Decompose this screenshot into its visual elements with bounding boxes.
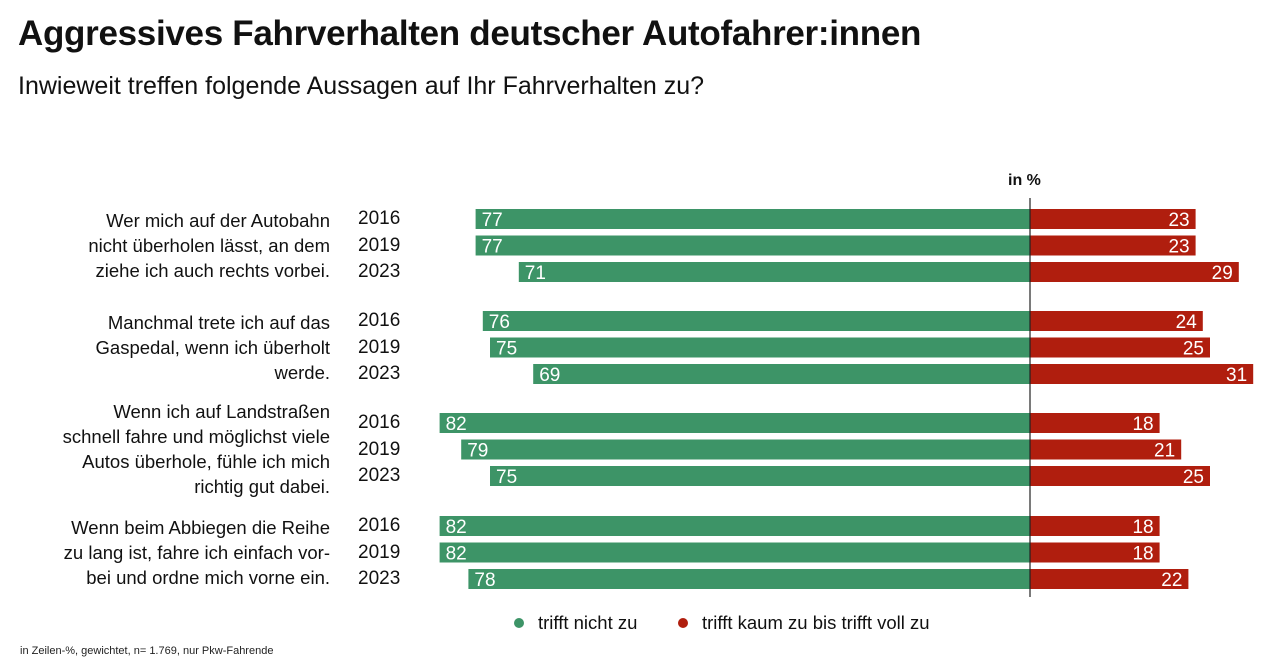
value-label-trifft-zu: 25 bbox=[1183, 339, 1204, 360]
legend-dot-positive bbox=[678, 618, 688, 628]
chart-subtitle: Inwieweit treffen folgende Aussagen auf … bbox=[18, 72, 705, 100]
year-label: 2023 bbox=[358, 261, 401, 282]
value-label-trifft-nicht-zu: 76 bbox=[489, 312, 510, 333]
value-label-trifft-zu: 23 bbox=[1168, 210, 1189, 231]
legend-item-negative: trifft nicht zu bbox=[514, 612, 637, 634]
year-label: 2023 bbox=[358, 363, 401, 384]
legend-dot-negative bbox=[514, 618, 524, 628]
bar-trifft-nicht-zu bbox=[461, 439, 1030, 460]
statement-label: Manchmal trete ich auf das Gaspedal, wenn… bbox=[20, 310, 330, 385]
year-label: 2023 bbox=[358, 465, 401, 486]
unit-label: in % bbox=[1008, 172, 1041, 189]
statement-line: Manchmal trete ich auf das bbox=[107, 311, 330, 333]
legend-item-positive: trifft kaum zu bis trifft voll zu bbox=[678, 612, 930, 634]
statement-label: Wer mich auf der Autobahn nicht überholen… bbox=[20, 208, 330, 283]
year-label: 2023 bbox=[358, 568, 401, 589]
value-label-trifft-nicht-zu: 77 bbox=[482, 237, 503, 258]
value-label-trifft-nicht-zu: 82 bbox=[446, 414, 467, 435]
statement-line: richtig gut dabei. bbox=[194, 476, 330, 497]
statement-line: zu lang ist, fahre ich einfach vor- bbox=[63, 541, 330, 563]
value-label-trifft-zu: 21 bbox=[1154, 441, 1175, 462]
bar-trifft-nicht-zu bbox=[490, 466, 1030, 486]
bar-trifft-zu bbox=[1030, 569, 1189, 589]
bar-trifft-zu bbox=[1030, 542, 1160, 563]
bar-trifft-nicht-zu bbox=[518, 262, 1030, 282]
value-label-trifft-nicht-zu: 75 bbox=[496, 467, 517, 488]
value-label-trifft-nicht-zu: 71 bbox=[525, 263, 546, 284]
statement-line: Gaspedal, wenn ich überholt bbox=[95, 336, 330, 358]
statement-line: Wer mich auf der Autobahn bbox=[106, 209, 330, 231]
bar-trifft-nicht-zu bbox=[490, 337, 1030, 358]
statement-line: nicht überholen lässt, an dem bbox=[88, 234, 330, 256]
year-label: 2019 bbox=[358, 336, 401, 358]
bar-trifft-nicht-zu bbox=[439, 516, 1031, 536]
value-label-trifft-nicht-zu: 77 bbox=[482, 210, 503, 231]
statement-line: ziehe ich auch rechts vorbei. bbox=[95, 259, 330, 281]
value-label-trifft-nicht-zu: 79 bbox=[467, 441, 488, 462]
value-label-trifft-zu: 31 bbox=[1226, 365, 1247, 386]
statement-line: schnell fahre und möglichst viele bbox=[62, 426, 330, 447]
statement-label: Wenn ich auf Landstraßen schnell fahre un… bbox=[20, 399, 330, 499]
statement-label: Wenn beim Abbiegen die Reihe zu lang ist,… bbox=[20, 515, 330, 590]
bar-trifft-nicht-zu bbox=[533, 364, 1030, 384]
bar-trifft-zu bbox=[1030, 364, 1254, 384]
value-label-trifft-zu: 18 bbox=[1132, 544, 1153, 565]
bar-trifft-nicht-zu bbox=[468, 569, 1030, 589]
chart-title: Aggressives Fahrverhalten deutscher Auto… bbox=[18, 14, 922, 53]
footnote: in Zeilen-%, gewichtet, n= 1.769, nur Pk… bbox=[20, 645, 274, 657]
value-label-trifft-zu: 23 bbox=[1168, 237, 1189, 258]
year-label: 2019 bbox=[358, 541, 401, 563]
year-label: 2019 bbox=[358, 438, 401, 460]
bar-trifft-zu bbox=[1030, 235, 1196, 256]
bar-trifft-zu bbox=[1030, 311, 1203, 331]
statement-line: Autos überhole, fühle ich mich bbox=[82, 451, 330, 472]
value-label-trifft-zu: 18 bbox=[1132, 414, 1153, 435]
legend-label-negative: trifft nicht zu bbox=[538, 612, 638, 633]
year-label: 2016 bbox=[358, 515, 401, 536]
bar-trifft-nicht-zu bbox=[439, 542, 1031, 563]
value-label-trifft-nicht-zu: 78 bbox=[474, 570, 495, 591]
value-label-trifft-zu: 25 bbox=[1183, 467, 1204, 488]
value-label-trifft-nicht-zu: 75 bbox=[496, 339, 517, 360]
value-label-trifft-nicht-zu: 69 bbox=[539, 365, 560, 386]
year-label: 2016 bbox=[358, 412, 401, 433]
value-label-trifft-nicht-zu: 82 bbox=[446, 544, 467, 565]
bar-trifft-nicht-zu bbox=[475, 209, 1031, 229]
bar-trifft-zu bbox=[1030, 209, 1196, 229]
statement-line: bei und ordne mich vorne ein. bbox=[86, 566, 330, 588]
statement-line: Wenn beim Abbiegen die Reihe bbox=[71, 516, 330, 538]
bar-trifft-zu bbox=[1030, 262, 1239, 282]
bar-trifft-zu bbox=[1030, 516, 1160, 536]
statement-line: Wenn ich auf Landstraßen bbox=[113, 401, 330, 422]
value-label-trifft-nicht-zu: 82 bbox=[446, 517, 467, 538]
bar-trifft-zu bbox=[1030, 466, 1210, 486]
statement-line: werde. bbox=[274, 361, 330, 383]
legend-label-positive: trifft kaum zu bis trifft voll zu bbox=[702, 612, 930, 633]
bar-trifft-zu bbox=[1030, 439, 1182, 460]
bar-trifft-zu bbox=[1030, 413, 1160, 433]
bar-trifft-nicht-zu bbox=[439, 413, 1031, 433]
value-label-trifft-zu: 22 bbox=[1161, 570, 1182, 591]
bar-trifft-nicht-zu bbox=[482, 311, 1030, 331]
year-label: 2016 bbox=[358, 208, 401, 229]
value-label-trifft-zu: 18 bbox=[1132, 517, 1153, 538]
value-label-trifft-zu: 29 bbox=[1212, 263, 1233, 284]
value-label-trifft-zu: 24 bbox=[1176, 312, 1198, 333]
bar-trifft-nicht-zu bbox=[475, 235, 1031, 256]
year-label: 2016 bbox=[358, 310, 401, 331]
year-label: 2019 bbox=[358, 234, 401, 256]
bar-trifft-zu bbox=[1030, 337, 1210, 358]
